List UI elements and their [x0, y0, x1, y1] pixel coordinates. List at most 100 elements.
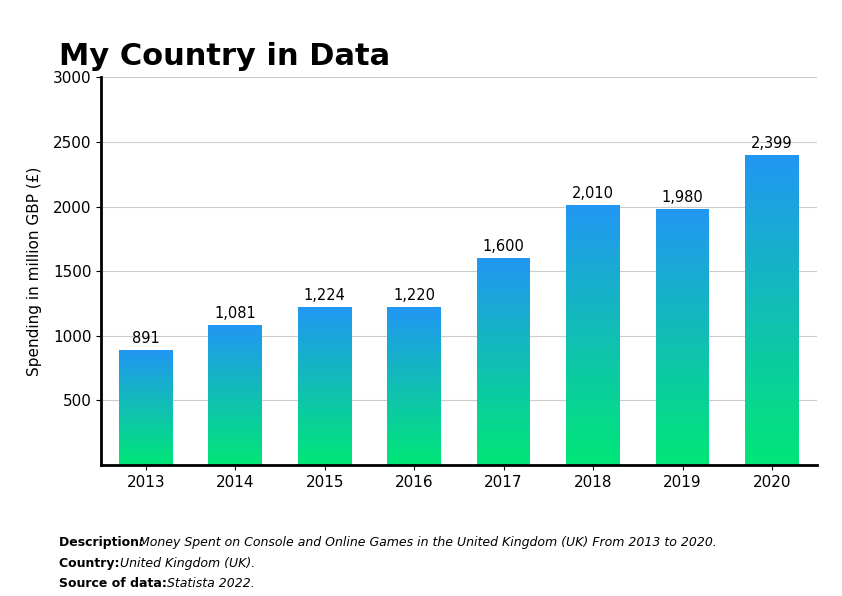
Bar	[209, 443, 262, 444]
Bar	[477, 424, 530, 426]
Bar	[656, 401, 709, 402]
Bar	[656, 272, 709, 273]
Bar	[298, 368, 352, 370]
Bar	[656, 286, 709, 287]
Bar	[387, 380, 441, 381]
Bar	[298, 312, 352, 313]
Bar	[567, 325, 620, 326]
Bar	[567, 457, 620, 458]
Bar	[656, 330, 709, 331]
Bar	[567, 215, 620, 216]
Bar	[477, 361, 530, 362]
Bar	[477, 395, 530, 396]
Bar	[567, 423, 620, 424]
Bar	[298, 319, 352, 320]
Bar	[298, 461, 352, 462]
Bar	[477, 288, 530, 289]
Bar	[567, 412, 620, 413]
Bar	[387, 384, 441, 386]
Bar	[477, 300, 530, 302]
Bar	[477, 346, 530, 347]
Bar	[567, 256, 620, 257]
Bar	[209, 394, 262, 395]
Bar	[387, 437, 441, 438]
Bar	[745, 194, 799, 195]
Bar	[387, 330, 441, 331]
Bar	[656, 416, 709, 418]
Bar	[209, 432, 262, 433]
Bar	[656, 342, 709, 343]
Bar	[656, 368, 709, 369]
Bar	[477, 452, 530, 454]
Bar	[477, 342, 530, 343]
Bar	[387, 318, 441, 319]
Bar	[477, 401, 530, 402]
Bar	[567, 317, 620, 318]
Bar	[745, 445, 799, 446]
Bar	[477, 417, 530, 418]
Bar	[209, 328, 262, 329]
Bar	[567, 372, 620, 374]
Bar	[477, 351, 530, 352]
Bar	[745, 302, 799, 304]
Bar	[656, 277, 709, 278]
Bar	[745, 189, 799, 191]
Bar	[477, 316, 530, 317]
Bar	[745, 185, 799, 186]
Bar	[745, 325, 799, 327]
Bar	[656, 352, 709, 353]
Bar	[567, 297, 620, 299]
Bar	[387, 357, 441, 358]
Bar	[477, 268, 530, 269]
Bar	[656, 281, 709, 282]
Bar	[745, 181, 799, 183]
Bar	[656, 237, 709, 238]
Bar	[477, 409, 530, 410]
Bar	[298, 443, 352, 445]
Bar	[656, 303, 709, 304]
Bar	[656, 287, 709, 288]
Bar	[477, 386, 530, 387]
Bar	[567, 464, 620, 465]
Bar	[387, 443, 441, 445]
Bar	[567, 346, 620, 347]
Bar	[567, 260, 620, 261]
Bar	[298, 380, 352, 381]
Bar	[209, 376, 262, 377]
Bar	[745, 222, 799, 224]
Bar	[209, 427, 262, 428]
Bar	[387, 392, 441, 393]
Bar	[387, 448, 441, 449]
Bar	[567, 213, 620, 215]
Bar	[656, 269, 709, 271]
Bar	[567, 427, 620, 429]
Bar	[656, 411, 709, 412]
Bar	[477, 302, 530, 303]
Bar	[745, 310, 799, 312]
Bar	[387, 398, 441, 399]
Bar	[656, 347, 709, 349]
Bar	[387, 385, 441, 386]
Bar	[387, 402, 441, 403]
Bar	[477, 413, 530, 414]
Bar	[656, 337, 709, 339]
Bar	[477, 400, 530, 401]
Bar	[567, 386, 620, 387]
Bar	[656, 222, 709, 224]
Bar	[477, 279, 530, 280]
Bar	[298, 398, 352, 399]
Bar	[567, 221, 620, 222]
Bar	[298, 307, 352, 308]
Bar	[298, 373, 352, 374]
Bar	[567, 420, 620, 421]
Bar	[298, 318, 352, 319]
Text: Description:: Description:	[59, 536, 148, 550]
Bar	[745, 274, 799, 276]
Bar	[567, 244, 620, 246]
Bar	[477, 314, 530, 315]
Bar	[656, 456, 709, 457]
Bar	[298, 329, 352, 330]
Bar	[209, 407, 262, 408]
Bar	[477, 273, 530, 274]
Bar	[298, 428, 352, 429]
